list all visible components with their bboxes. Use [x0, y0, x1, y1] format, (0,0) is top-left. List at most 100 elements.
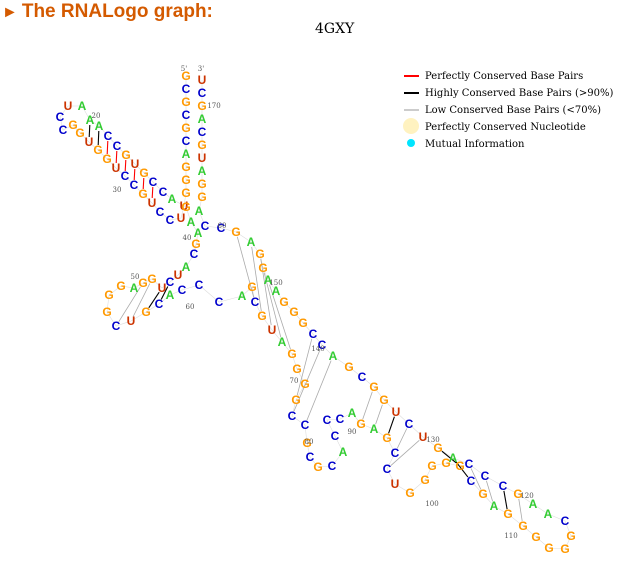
base-pair-line	[88, 124, 91, 138]
nucleotide: G	[68, 118, 77, 132]
nucleotide: A	[278, 335, 287, 349]
nucleotide: C	[215, 295, 224, 309]
position-number: 50	[131, 273, 140, 281]
nucleotide: U	[198, 151, 207, 165]
nucleotide: C	[190, 247, 199, 261]
strand-end-label: 5'	[181, 65, 187, 73]
nucleotide: C	[121, 169, 130, 183]
base-pair-lines	[88, 124, 523, 522]
nucleotide: A	[329, 349, 338, 363]
nucleotide: C	[156, 205, 165, 219]
nucleotide: G	[382, 431, 391, 445]
nucleotide: G	[181, 186, 190, 200]
nucleotide: G	[147, 272, 156, 286]
legend-label: Low Conserved Base Pairs (<70%)	[425, 105, 601, 116]
nucleotide: A	[339, 445, 348, 459]
nucleotide: C	[499, 479, 508, 493]
nucleotide: A	[182, 147, 191, 161]
nucleotide: A	[449, 451, 458, 465]
nucleotide: C	[309, 327, 318, 341]
nucleotide: C	[149, 175, 158, 189]
nucleotide: A	[195, 204, 204, 218]
base-pair-line	[151, 186, 154, 199]
position-number: 30	[113, 186, 122, 194]
nucleotide: C	[182, 108, 191, 122]
base-pair-line	[269, 284, 291, 350]
position-number: 90	[348, 428, 357, 436]
nucleotide: G	[298, 316, 307, 330]
nucleotide: C	[306, 450, 315, 464]
nucleotide: A	[370, 422, 379, 436]
nucleotide: G	[93, 143, 102, 157]
nucleotide: G	[441, 456, 450, 470]
nucleotide: G	[427, 459, 436, 473]
base-pair-line	[118, 286, 141, 323]
nucleotide: G	[181, 121, 190, 135]
legend-item: Perfectly Conserved Nucleotide	[403, 118, 586, 134]
base-pair-line	[236, 236, 255, 298]
base-pair-line	[251, 246, 262, 312]
nucleotide: G	[531, 530, 540, 544]
base-pair-line	[486, 480, 493, 502]
position-number: 140	[311, 345, 324, 353]
base-pair-line	[115, 150, 118, 164]
nucleotide: G	[455, 459, 464, 473]
nucleotide: G	[181, 160, 190, 174]
base-pair-line	[160, 286, 169, 300]
nucleotide: C	[331, 429, 340, 443]
nucleotide: U	[127, 314, 136, 328]
nucleotide: G	[405, 486, 414, 500]
nucleotide: U	[177, 211, 186, 225]
nucleotide: A	[86, 113, 95, 127]
strand-end-label: 3'	[198, 65, 204, 73]
nucleotide: C	[336, 412, 345, 426]
nucleotide: G	[75, 126, 84, 140]
nucleotide: G	[560, 542, 569, 556]
nucleotide: G	[139, 166, 148, 180]
nucleotide: C	[561, 514, 570, 528]
backbone-line	[59, 76, 572, 550]
base-pair-line	[441, 450, 457, 464]
nucleotide: G	[302, 436, 311, 450]
nucleotide: U	[174, 268, 183, 282]
header-title: The RNALogo graph:	[21, 1, 213, 22]
nucleotide: A	[78, 99, 87, 113]
nucleotide: C	[130, 178, 139, 192]
nucleotide: G	[255, 247, 264, 261]
nucleotide: C	[358, 370, 367, 384]
nucleotide: A	[182, 260, 191, 274]
nucleotide: C	[178, 283, 187, 297]
nucleotide: C	[113, 139, 122, 153]
nucleotide: G	[181, 95, 190, 109]
nucleotide: C	[328, 459, 337, 473]
nucleotide: G	[503, 507, 512, 521]
nucleotide: A	[130, 281, 139, 295]
nucleotide: C	[251, 295, 260, 309]
nucleotide: U	[158, 281, 167, 295]
base-pair-bonds	[59, 76, 572, 550]
position-number: 40	[183, 234, 192, 242]
nucleotide: U	[85, 135, 94, 149]
position-number: 150	[269, 279, 282, 287]
nucleotide: A	[168, 192, 177, 206]
position-number: 100	[425, 500, 438, 508]
triangle-icon: ►	[2, 4, 18, 21]
base-pair-line	[306, 360, 332, 421]
nucleotide: C	[217, 221, 226, 235]
nucleotide: U	[198, 73, 207, 87]
nucleotide: C	[166, 275, 175, 289]
nucleotide: G	[420, 473, 429, 487]
base-pair-line	[503, 490, 508, 510]
nucleotide: G	[197, 177, 206, 191]
nucleotide: U	[64, 99, 73, 113]
nucleotide: C	[198, 125, 207, 139]
base-pair-line	[375, 404, 383, 425]
nucleotide: G	[513, 487, 522, 501]
position-number: 110	[504, 532, 517, 540]
legend-swatch	[403, 118, 419, 134]
nucleotide: A	[238, 289, 247, 303]
nucleotide: C	[182, 82, 191, 96]
nucleotide: G	[138, 187, 147, 201]
position-number: 60	[186, 303, 195, 311]
position-labels: 5' 3' 20 30 40 50 60 60 70 80 90 100 110 120 130 140 150…	[92, 65, 534, 540]
